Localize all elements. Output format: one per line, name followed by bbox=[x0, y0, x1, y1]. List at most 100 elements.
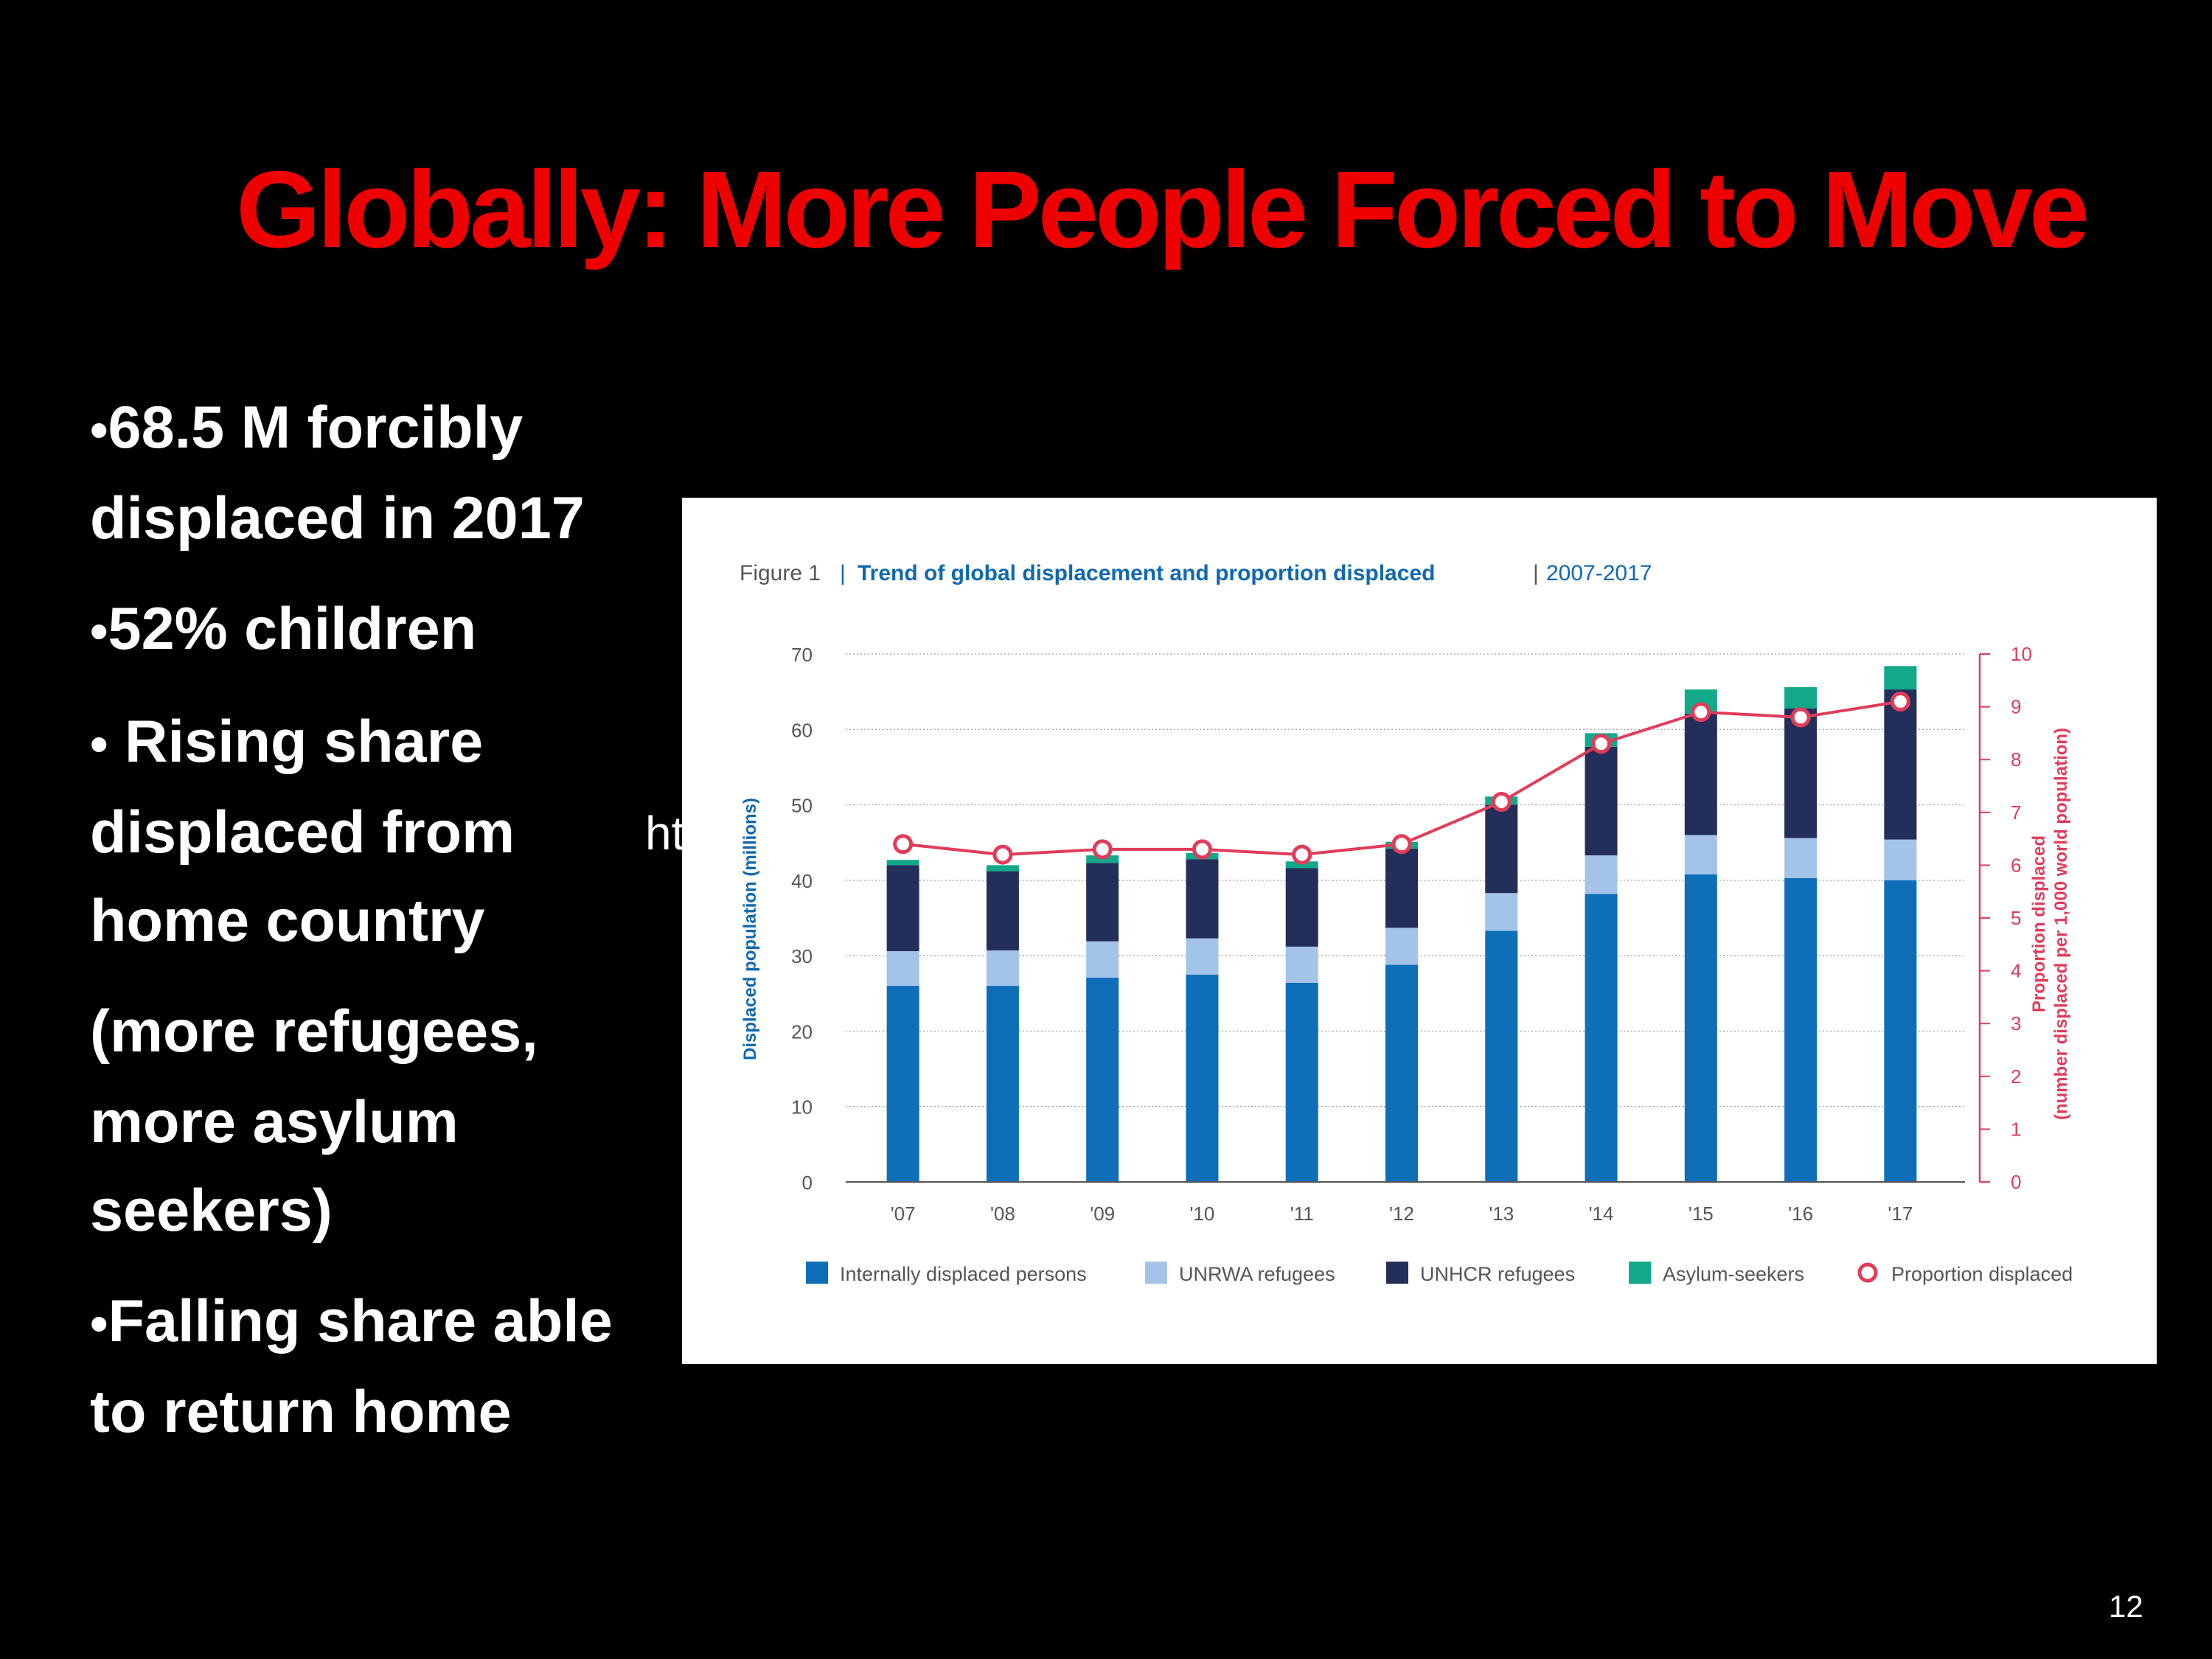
bar-segment bbox=[1784, 877, 1818, 1182]
y2-tick-label: 7 bbox=[2011, 801, 2021, 824]
bar-segment bbox=[886, 986, 919, 1182]
x-tick-label: '12 bbox=[1389, 1203, 1414, 1225]
proportion-point bbox=[1292, 844, 1312, 865]
chart-figure: Figure 1 | Trend of global displacement … bbox=[682, 498, 2157, 1364]
y-tick-label: 0 bbox=[802, 1172, 813, 1194]
proportion-line bbox=[902, 700, 1901, 857]
bar-segment bbox=[1086, 863, 1119, 942]
legend-label: UNHCR refugees bbox=[1420, 1263, 1575, 1285]
bar-segment bbox=[1186, 974, 1219, 1182]
x-tick-label: '10 bbox=[1190, 1203, 1215, 1225]
bar-segment bbox=[886, 860, 919, 866]
y2-tick-label: 8 bbox=[2011, 748, 2021, 771]
bar-segment bbox=[1684, 713, 1717, 835]
chart-legend: Internally displaced persons UNRWA refuge… bbox=[806, 1262, 2073, 1285]
bar-segment bbox=[1285, 861, 1318, 869]
x-tick-label: '17 bbox=[1888, 1203, 1913, 1225]
legend-label: Asylum-seekers bbox=[1663, 1263, 1804, 1285]
slide-title: Globally: More People Forced to Move bbox=[236, 149, 2090, 271]
bar-segment bbox=[1285, 868, 1318, 947]
bar-segment bbox=[1784, 708, 1818, 838]
y-tick-label: 10 bbox=[791, 1096, 813, 1119]
chart-subtitle: 2007-2017 bbox=[1546, 561, 1652, 585]
proportion-point bbox=[992, 844, 1013, 865]
x-tick-label: '09 bbox=[1090, 1203, 1115, 1225]
bullet-text: 68.5 M forcibly displaced in 2017 bbox=[90, 394, 585, 552]
y2-axis-label-line1: Proportion displaced bbox=[2029, 835, 2049, 1012]
y2-tick-label: 4 bbox=[2011, 960, 2021, 982]
displacement-chart: Figure 1 | Trend of global displacement … bbox=[740, 561, 2073, 1285]
bullet-marker: • bbox=[90, 1295, 108, 1352]
bar-segment bbox=[1086, 977, 1119, 1182]
bullet-item: • Rising share displaced from home count… bbox=[90, 698, 680, 965]
bullet-item: (more refugees, more asylum seekers) bbox=[90, 987, 680, 1255]
bullet-marker: • bbox=[90, 401, 108, 459]
bar-segment bbox=[886, 865, 919, 952]
bar-segment bbox=[1585, 855, 1618, 894]
bar-segment bbox=[986, 871, 1019, 950]
legend-ring bbox=[1857, 1262, 1878, 1283]
proportion-point bbox=[1591, 734, 1612, 754]
y2-axis-label-line2: (number displaced per 1,000 world popula… bbox=[2051, 728, 2071, 1120]
bar-segment bbox=[1684, 874, 1717, 1182]
bar-segment bbox=[1086, 941, 1119, 978]
bar-segment bbox=[1784, 687, 1818, 709]
bar-segment bbox=[886, 951, 919, 987]
x-tick-label: '14 bbox=[1589, 1203, 1614, 1225]
x-tick-label: '15 bbox=[1688, 1203, 1714, 1225]
x-tick-label: '16 bbox=[1788, 1203, 1813, 1225]
proportion-point bbox=[1890, 691, 1910, 712]
y-tick-label: 70 bbox=[791, 644, 813, 666]
y2-tick-label: 9 bbox=[2011, 696, 2021, 718]
legend-swatch bbox=[1145, 1262, 1167, 1284]
bar-segment bbox=[1884, 839, 1917, 880]
bar-segment bbox=[1485, 931, 1518, 1182]
bar-segment bbox=[1285, 982, 1318, 1182]
legend-swatch bbox=[1629, 1262, 1651, 1284]
bar-segment bbox=[1385, 848, 1418, 928]
bullet-text: Falling share able to return home bbox=[90, 1288, 613, 1445]
bar-segment bbox=[1784, 838, 1818, 878]
proportion-point bbox=[1691, 702, 1711, 723]
bar-segment bbox=[1884, 689, 1917, 840]
bar-segment bbox=[1186, 859, 1219, 939]
bar-segment bbox=[1285, 946, 1318, 983]
page-number: 12 bbox=[2109, 1589, 2143, 1624]
y-tick-label: 50 bbox=[791, 795, 813, 817]
y-tick-label: 20 bbox=[791, 1020, 813, 1043]
bullet-text: 52% children bbox=[108, 596, 477, 662]
proportion-point bbox=[1790, 707, 1811, 728]
y-tick-label: 60 bbox=[791, 719, 813, 741]
bar-segment bbox=[1385, 928, 1418, 965]
bar-segment bbox=[986, 865, 1019, 872]
y2-tick-label: 2 bbox=[2011, 1065, 2021, 1088]
x-tick-label: '08 bbox=[990, 1203, 1015, 1225]
y2-tick-label: 6 bbox=[2011, 854, 2021, 876]
bar-segment bbox=[986, 986, 1019, 1182]
bullet-marker: • bbox=[90, 602, 108, 660]
bullet-item: •Falling share able to return home bbox=[90, 1277, 680, 1456]
legend-swatch bbox=[1386, 1262, 1408, 1284]
bar-segment bbox=[1684, 835, 1717, 874]
bar-segment bbox=[1485, 804, 1518, 894]
bar-segment bbox=[1186, 938, 1219, 975]
title-separator: | bbox=[840, 561, 846, 585]
bullet-marker: • bbox=[90, 715, 108, 773]
bar-segment bbox=[986, 950, 1019, 987]
bullet-list: •68.5 M forcibly displaced in 2017 •52% … bbox=[90, 383, 680, 1478]
proportion-point bbox=[893, 834, 914, 855]
bullet-text: Rising share displaced from home country bbox=[90, 709, 515, 954]
y-axis-label: Displaced population (millions) bbox=[740, 798, 760, 1060]
legend-swatch bbox=[806, 1262, 828, 1284]
title-separator: | bbox=[1533, 561, 1539, 585]
overlay-text-fragment: ht bbox=[645, 807, 685, 860]
bar-segment bbox=[1884, 666, 1917, 690]
figure-label: Figure 1 bbox=[740, 561, 821, 585]
y2-tick-label: 5 bbox=[2011, 907, 2021, 929]
legend-label: UNRWA refugees bbox=[1179, 1263, 1335, 1285]
y2-tick-label: 3 bbox=[2011, 1012, 2021, 1034]
proportion-point bbox=[1491, 791, 1512, 812]
bullet-item: •52% children bbox=[90, 585, 680, 675]
y2-tick-label: 10 bbox=[2011, 643, 2032, 665]
x-tick-label: '07 bbox=[891, 1203, 916, 1225]
